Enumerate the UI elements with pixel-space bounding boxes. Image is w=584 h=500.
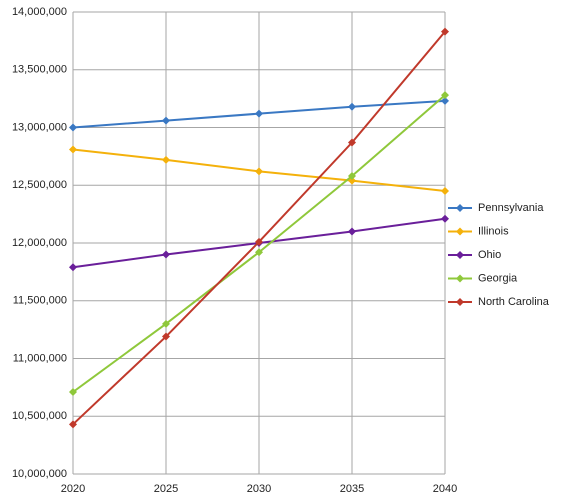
legend-marker [456, 298, 464, 306]
data-point [255, 248, 263, 257]
data-point [441, 214, 449, 223]
legend-label: Ohio [478, 249, 501, 261]
y-tick-label: 11,500,000 [13, 295, 67, 307]
legend-label: Georgia [478, 272, 518, 284]
x-tick-label: 2040 [433, 483, 457, 495]
data-point [255, 167, 263, 176]
data-point [441, 27, 449, 36]
x-tick-label: 2035 [340, 483, 364, 495]
y-tick-label: 10,000,000 [12, 468, 67, 480]
data-point [348, 138, 356, 147]
data-point [348, 227, 356, 236]
data-point [255, 109, 263, 118]
legend-label: Illinois [478, 225, 509, 237]
legend-label: Pennsylvania [478, 202, 544, 214]
data-point [441, 96, 449, 105]
y-tick-label: 11,000,000 [13, 352, 67, 364]
data-point [441, 187, 449, 196]
y-tick-label: 14,000,000 [12, 6, 67, 18]
data-point [69, 123, 77, 132]
x-tick-label: 2030 [247, 483, 271, 495]
data-point [162, 332, 170, 341]
legend-marker [456, 204, 464, 212]
legend-marker [456, 227, 464, 236]
data-point [69, 263, 77, 272]
y-tick-label: 13,500,000 [12, 64, 67, 76]
data-point [162, 250, 170, 259]
x-tick-label: 2020 [61, 483, 85, 495]
y-tick-label: 10,500,000 [12, 410, 67, 422]
legend-marker [456, 251, 464, 259]
y-tick-label: 12,000,000 [12, 237, 67, 249]
data-point [441, 91, 449, 100]
data-point [69, 145, 77, 154]
data-point [162, 155, 170, 164]
data-point [69, 420, 77, 429]
y-tick-label: 12,500,000 [12, 179, 67, 191]
legend-marker [456, 274, 464, 283]
y-tick-label: 13,000,000 [12, 121, 67, 133]
data-point [162, 116, 170, 125]
data-point [348, 102, 356, 111]
x-tick-label: 2025 [154, 483, 178, 495]
data-point [348, 172, 356, 181]
data-point [69, 387, 77, 396]
data-point [255, 237, 263, 246]
data-point [162, 319, 170, 328]
legend-label: North Carolina [478, 296, 550, 308]
